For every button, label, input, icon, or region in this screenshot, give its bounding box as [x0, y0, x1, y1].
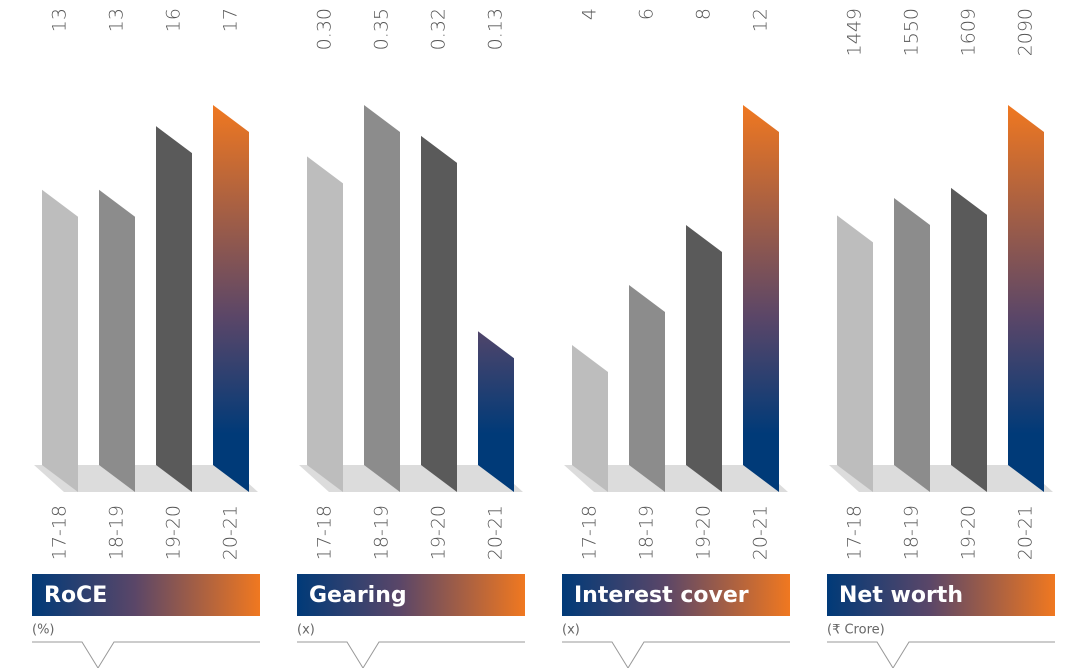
panel: 0.30 17-18 0.35 18-19 0.32 19-20 0.13 20-21 Gear…	[297, 8, 525, 668]
category-label: 17-18	[844, 505, 866, 560]
floor	[564, 465, 788, 492]
floor	[34, 465, 258, 492]
category-label: 18-19	[371, 505, 393, 560]
category-label: 19-20	[693, 505, 715, 560]
chart-title: Net worth	[839, 583, 963, 608]
pointer-line	[562, 641, 790, 668]
category-label: 20-21	[485, 505, 507, 560]
category-label: 19-20	[428, 505, 450, 560]
value-label: 8	[693, 8, 715, 20]
unit-label: (₹ Crore)	[827, 623, 885, 638]
title-band	[827, 574, 1055, 616]
floor	[299, 465, 523, 492]
bar	[421, 135, 457, 492]
bar	[478, 331, 514, 492]
value-label: 6	[636, 8, 658, 20]
bar	[1008, 105, 1044, 492]
category-label: 18-19	[901, 505, 923, 560]
value-label: 16	[163, 8, 185, 32]
bar	[99, 189, 135, 493]
bar	[307, 156, 343, 492]
unit-label: (x)	[562, 623, 580, 638]
floor	[829, 465, 1053, 492]
category-label: 19-20	[163, 505, 185, 560]
bar	[364, 105, 400, 492]
value-label: 13	[106, 8, 128, 32]
pointer-line	[297, 641, 525, 668]
value-label: 1609	[958, 8, 980, 56]
title-band	[297, 574, 525, 616]
category-label: 17-18	[314, 505, 336, 560]
value-label: 17	[220, 8, 242, 32]
title-band	[32, 574, 260, 616]
chart-title: Interest cover	[574, 583, 749, 608]
value-label: 0.13	[485, 8, 507, 50]
chart-title: Gearing	[309, 583, 407, 608]
panel: 4 17-18 6 18-19 8 19-20 12 20-21 Interest cover (…	[562, 8, 790, 668]
value-label: 4	[579, 8, 601, 20]
value-label: 13	[49, 8, 71, 32]
title-band	[562, 574, 790, 616]
chart-title: RoCE	[44, 583, 107, 608]
bar	[686, 225, 722, 492]
unit-label: (%)	[32, 623, 55, 638]
category-label: 18-19	[636, 505, 658, 560]
panel: 1449 17-18 1550 18-19 1609 19-20 2090 20-21 Net …	[827, 8, 1055, 668]
category-label: 18-19	[106, 505, 128, 560]
value-label: 0.35	[371, 8, 393, 50]
value-label: 0.30	[314, 8, 336, 50]
bar	[42, 189, 78, 493]
value-label: 0.32	[428, 8, 450, 50]
category-label: 19-20	[958, 505, 980, 560]
panel: 13 17-18 13 18-19 16 19-20 17 20-21 RoCE (%)	[32, 8, 260, 668]
category-label: 17-18	[579, 505, 601, 560]
bar	[572, 345, 608, 492]
value-label: 1449	[844, 8, 866, 56]
category-label: 20-21	[1015, 505, 1037, 560]
bar	[743, 105, 779, 492]
bar	[837, 215, 873, 492]
bar	[629, 285, 665, 492]
value-label: 2090	[1015, 8, 1037, 56]
bar	[156, 126, 192, 493]
pointer-line	[827, 641, 1055, 668]
category-label: 17-18	[49, 505, 71, 560]
category-label: 20-21	[750, 505, 772, 560]
unit-label: (x)	[297, 623, 315, 638]
bar	[213, 105, 249, 492]
pointer-line	[32, 641, 260, 668]
category-label: 20-21	[220, 505, 242, 560]
bar	[894, 198, 930, 493]
value-label: 12	[750, 8, 772, 32]
bar	[951, 187, 987, 492]
value-label: 1550	[901, 8, 923, 56]
